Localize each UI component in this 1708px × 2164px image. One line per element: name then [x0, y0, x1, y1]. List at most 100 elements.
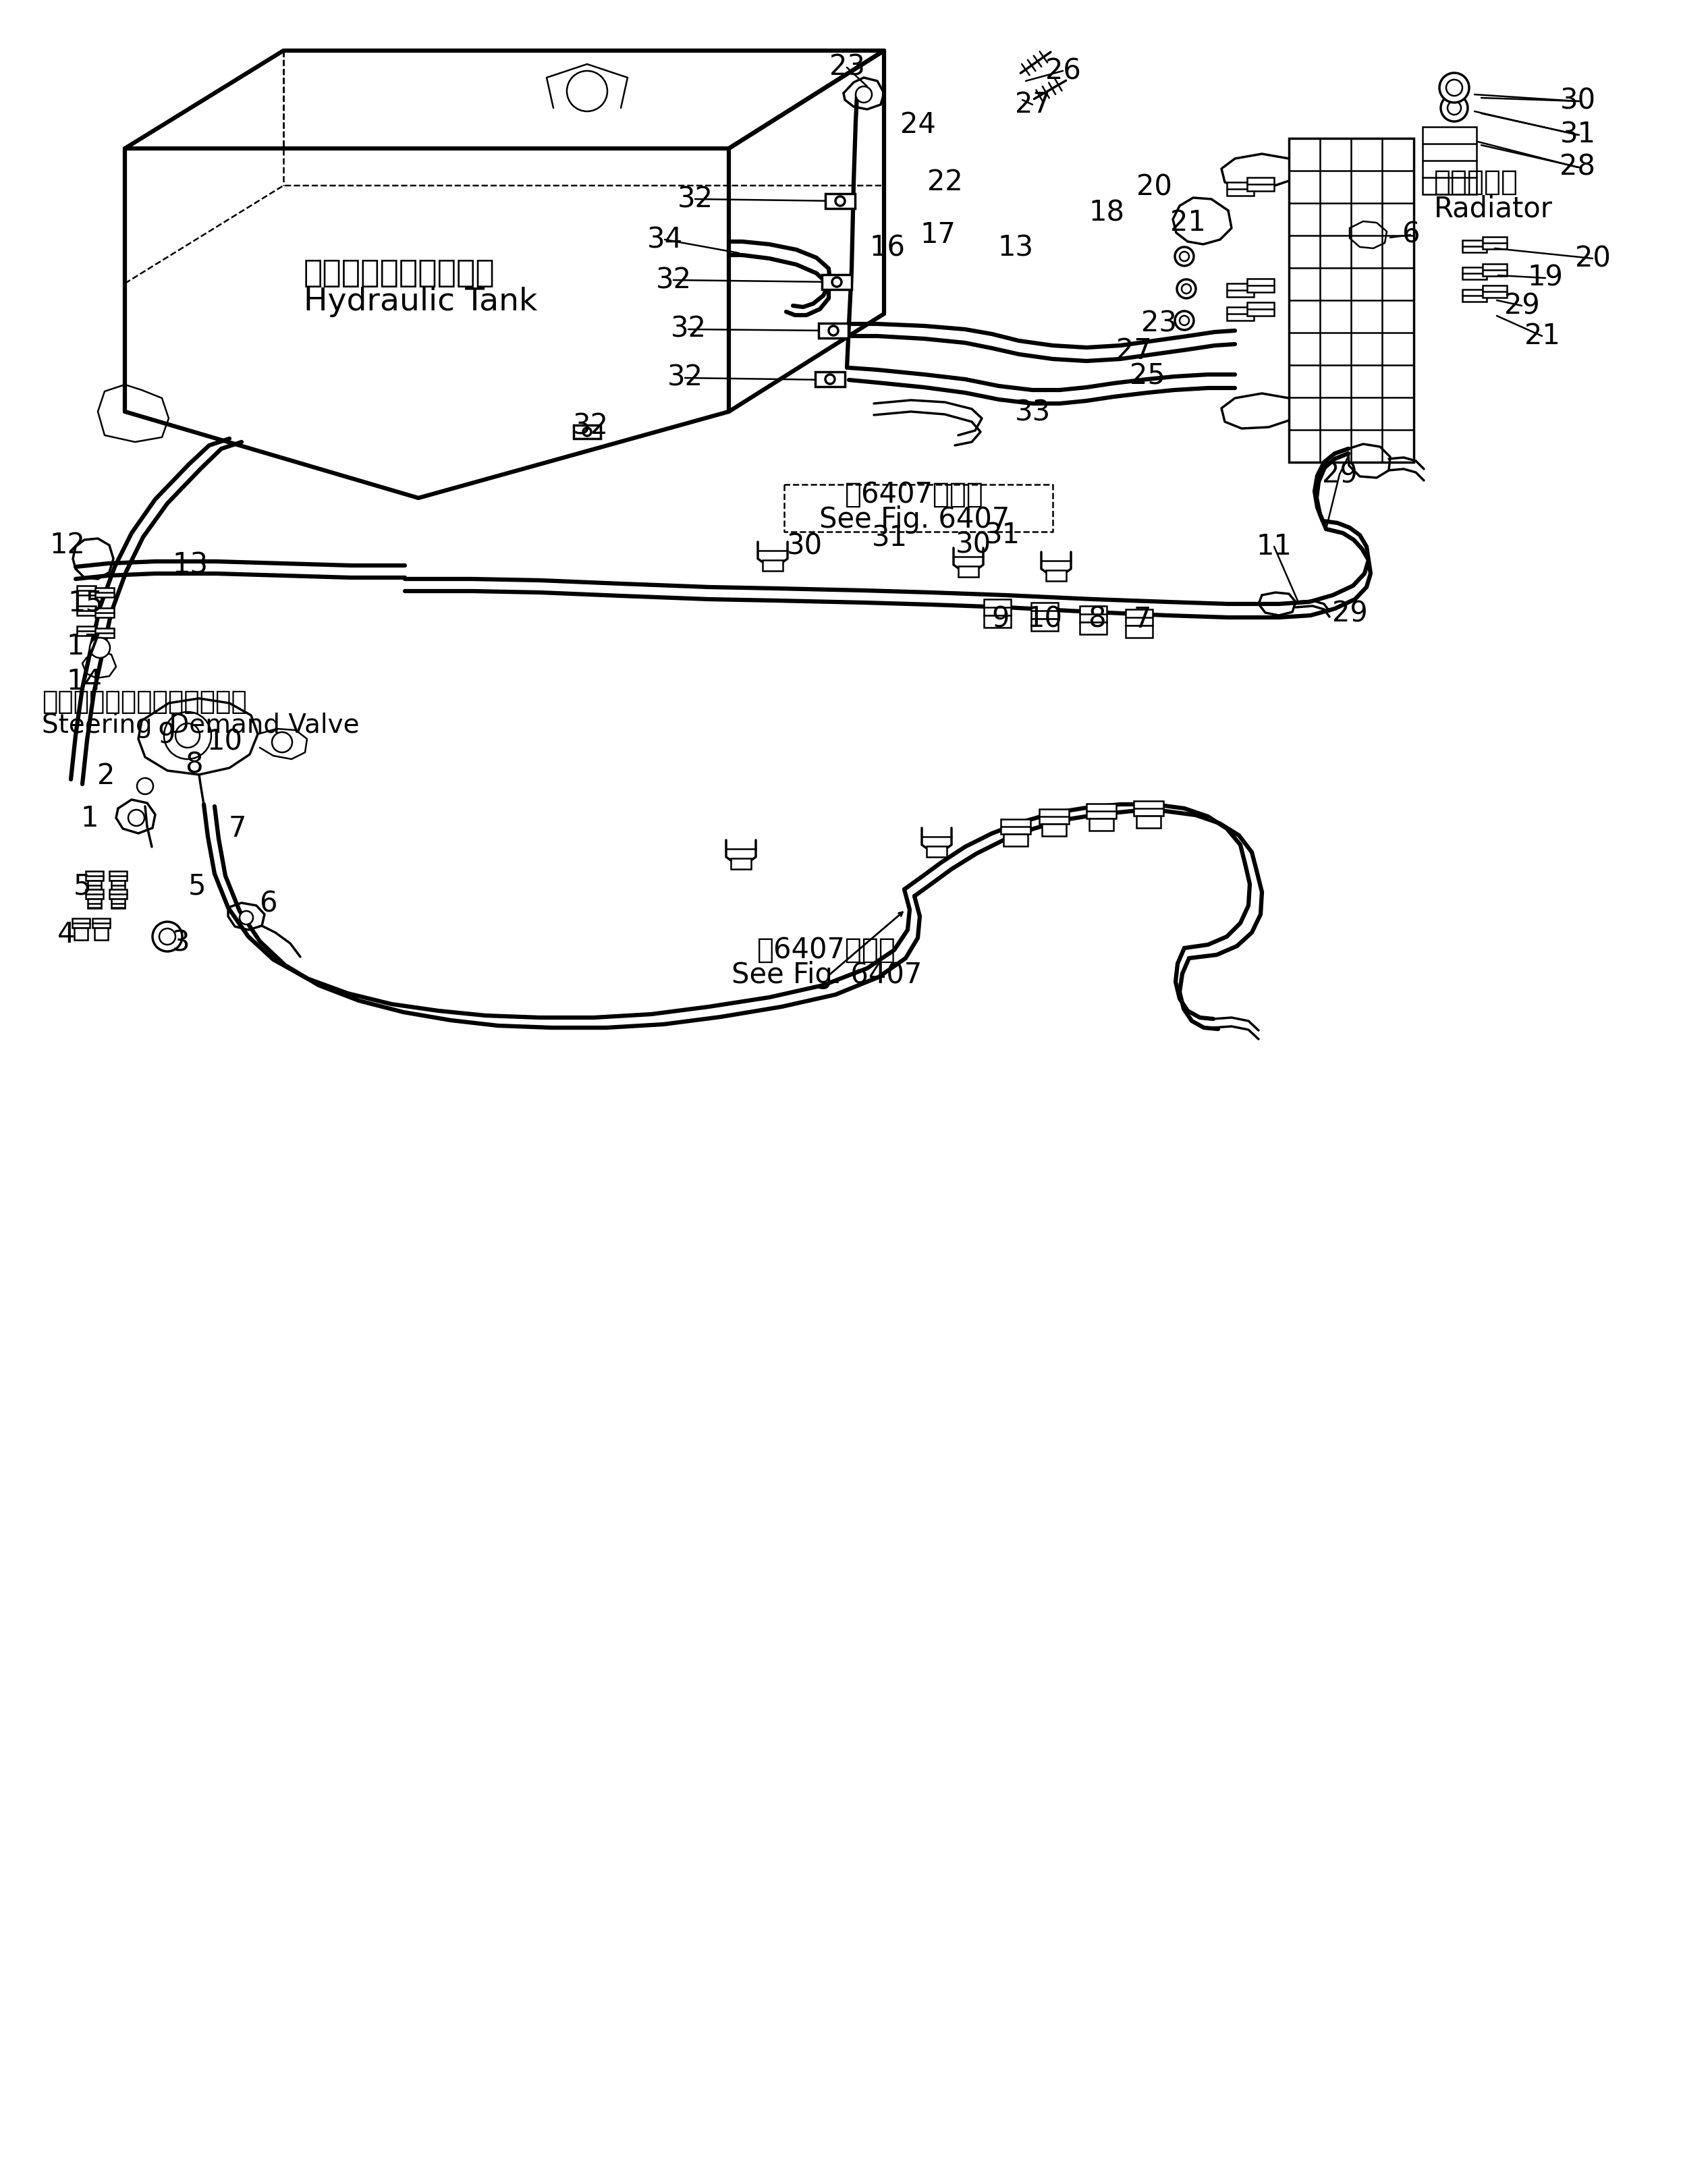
Bar — [731, 859, 752, 870]
Circle shape — [1175, 312, 1194, 329]
Text: 32: 32 — [671, 316, 705, 344]
Text: ラジエータ: ラジエータ — [1435, 169, 1518, 197]
Bar — [1247, 279, 1274, 292]
Bar — [94, 928, 108, 939]
Text: 2: 2 — [97, 762, 114, 790]
Text: 1: 1 — [80, 805, 99, 833]
Text: 20: 20 — [1136, 173, 1172, 201]
Text: 27: 27 — [1115, 338, 1151, 366]
Text: 17: 17 — [921, 221, 956, 249]
Bar — [1462, 240, 1486, 253]
Circle shape — [1180, 316, 1189, 325]
Circle shape — [152, 922, 183, 952]
Bar — [109, 872, 126, 881]
Text: 33: 33 — [1015, 398, 1050, 426]
Text: 5: 5 — [73, 872, 91, 900]
Bar — [1086, 803, 1115, 818]
Bar — [1032, 602, 1059, 619]
Text: 17: 17 — [67, 632, 102, 660]
Bar — [1079, 606, 1107, 621]
Circle shape — [1180, 251, 1189, 262]
Bar — [85, 872, 102, 881]
Text: 31: 31 — [871, 524, 907, 552]
Bar — [984, 599, 1011, 615]
Bar — [92, 918, 109, 928]
Circle shape — [272, 731, 292, 753]
Bar — [1226, 182, 1254, 195]
Circle shape — [137, 779, 154, 794]
Text: 4: 4 — [56, 920, 75, 948]
Text: 31: 31 — [1559, 121, 1595, 149]
Text: 20: 20 — [1575, 245, 1611, 273]
Text: 15: 15 — [68, 589, 104, 617]
Bar — [762, 560, 782, 571]
Circle shape — [582, 428, 591, 435]
Circle shape — [1442, 95, 1467, 121]
Bar — [1126, 610, 1153, 625]
Text: 29: 29 — [1332, 599, 1368, 628]
Bar — [1483, 286, 1506, 299]
Text: 27: 27 — [1015, 91, 1050, 119]
Bar — [1462, 266, 1486, 279]
Text: 8: 8 — [1088, 606, 1105, 634]
Circle shape — [239, 911, 253, 924]
Text: 11: 11 — [1255, 532, 1291, 560]
Bar — [1290, 138, 1414, 463]
Text: 30: 30 — [955, 530, 991, 558]
Bar — [815, 372, 845, 387]
Text: 21: 21 — [1170, 208, 1206, 236]
Bar — [1004, 833, 1028, 846]
Bar — [822, 275, 852, 290]
Bar — [1247, 177, 1274, 190]
Circle shape — [1447, 80, 1462, 95]
Text: 32: 32 — [656, 266, 692, 294]
Circle shape — [1175, 247, 1194, 266]
Text: 28: 28 — [1559, 154, 1595, 182]
Bar — [1001, 820, 1030, 833]
Bar — [111, 881, 125, 889]
Text: 22: 22 — [927, 169, 963, 197]
Text: 7: 7 — [1134, 606, 1151, 634]
Bar — [1032, 619, 1059, 632]
Text: 19: 19 — [1527, 264, 1563, 292]
Text: 12: 12 — [50, 530, 85, 558]
Text: 第6407図参照: 第6407図参照 — [845, 480, 984, 509]
Text: 16: 16 — [869, 234, 905, 262]
Bar — [1423, 128, 1476, 195]
Circle shape — [159, 928, 176, 946]
Circle shape — [91, 638, 109, 658]
Text: See Fig. 6407: See Fig. 6407 — [820, 506, 1009, 535]
Text: 32: 32 — [668, 364, 702, 392]
Text: 30: 30 — [1559, 87, 1595, 115]
Text: 24: 24 — [900, 110, 936, 138]
Text: 23: 23 — [828, 54, 864, 82]
Bar — [87, 898, 101, 909]
Bar — [958, 567, 979, 578]
Circle shape — [856, 87, 871, 102]
Text: 25: 25 — [1129, 361, 1165, 392]
Bar — [96, 608, 114, 617]
Text: 第6407図参照: 第6407図参照 — [757, 935, 897, 965]
Bar — [1483, 236, 1506, 249]
Text: ステアリングデマンドバルブ: ステアリングデマンドバルブ — [41, 688, 248, 714]
Bar — [1462, 290, 1486, 301]
Bar — [1247, 303, 1274, 316]
Text: 13: 13 — [997, 234, 1033, 262]
Bar — [77, 625, 96, 636]
Circle shape — [164, 712, 212, 760]
Text: 3: 3 — [173, 928, 190, 956]
Text: 26: 26 — [1045, 56, 1081, 84]
Circle shape — [1440, 74, 1469, 102]
Text: 23: 23 — [1141, 309, 1177, 338]
Bar — [1038, 809, 1069, 824]
Circle shape — [1447, 102, 1460, 115]
Bar — [1090, 818, 1114, 831]
Text: 34: 34 — [647, 225, 683, 253]
Bar — [818, 322, 849, 338]
Bar — [77, 586, 96, 595]
Text: See Fig. 6407: See Fig. 6407 — [731, 961, 922, 989]
Bar — [96, 589, 114, 597]
Bar — [926, 846, 946, 857]
Circle shape — [828, 327, 839, 335]
Text: 30: 30 — [786, 532, 822, 560]
